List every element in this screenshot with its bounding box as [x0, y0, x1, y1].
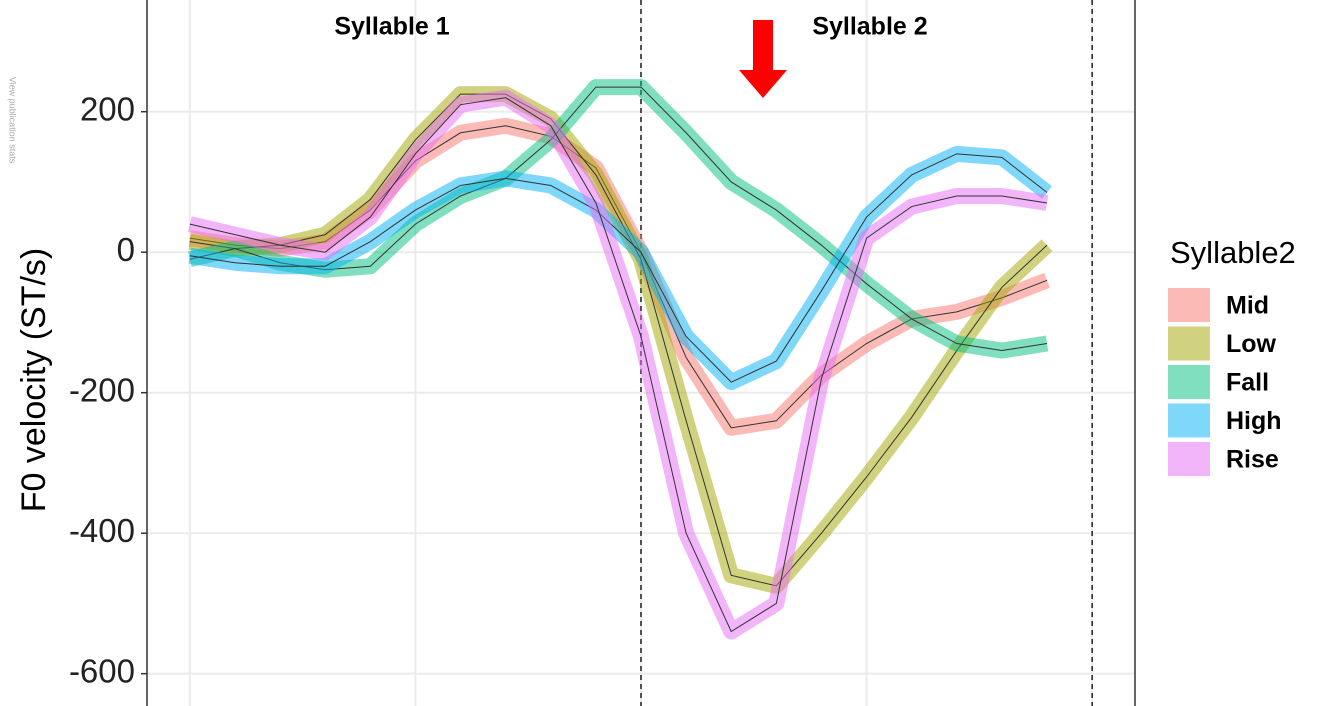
- plot-border: [146, 0, 1136, 706]
- annotation: Syllable 1: [334, 13, 449, 41]
- y-tick-label: 0: [117, 231, 135, 268]
- legend-key: [1168, 326, 1210, 361]
- y-tick-label: 200: [80, 90, 135, 127]
- series-line: [189, 93, 1048, 587]
- plot-area: [146, 0, 1136, 706]
- y-axis-label: F0 velocity (ST/s): [15, 248, 53, 512]
- y-tick-label: -200: [69, 371, 135, 408]
- series-line: [189, 97, 1048, 633]
- series-line: [189, 153, 1048, 383]
- legend-label: Fall: [1226, 369, 1269, 397]
- y-tick-label: -400: [69, 512, 135, 549]
- legend-label: Low: [1226, 330, 1277, 358]
- legend-label: High: [1226, 407, 1282, 435]
- watermark: View publication stats: [8, 77, 18, 164]
- arrow: [739, 20, 787, 98]
- legend-label: Rise: [1226, 446, 1279, 474]
- legend-key: [1168, 442, 1210, 476]
- legend-title: Syllable2: [1170, 235, 1296, 270]
- annotation: Syllable 2: [812, 13, 927, 41]
- legend-key: [1168, 403, 1210, 438]
- legend-label: Mid: [1226, 292, 1269, 320]
- y-tick-label: -600: [69, 652, 135, 689]
- legend-key: [1168, 288, 1210, 322]
- legend-key: [1168, 365, 1210, 399]
